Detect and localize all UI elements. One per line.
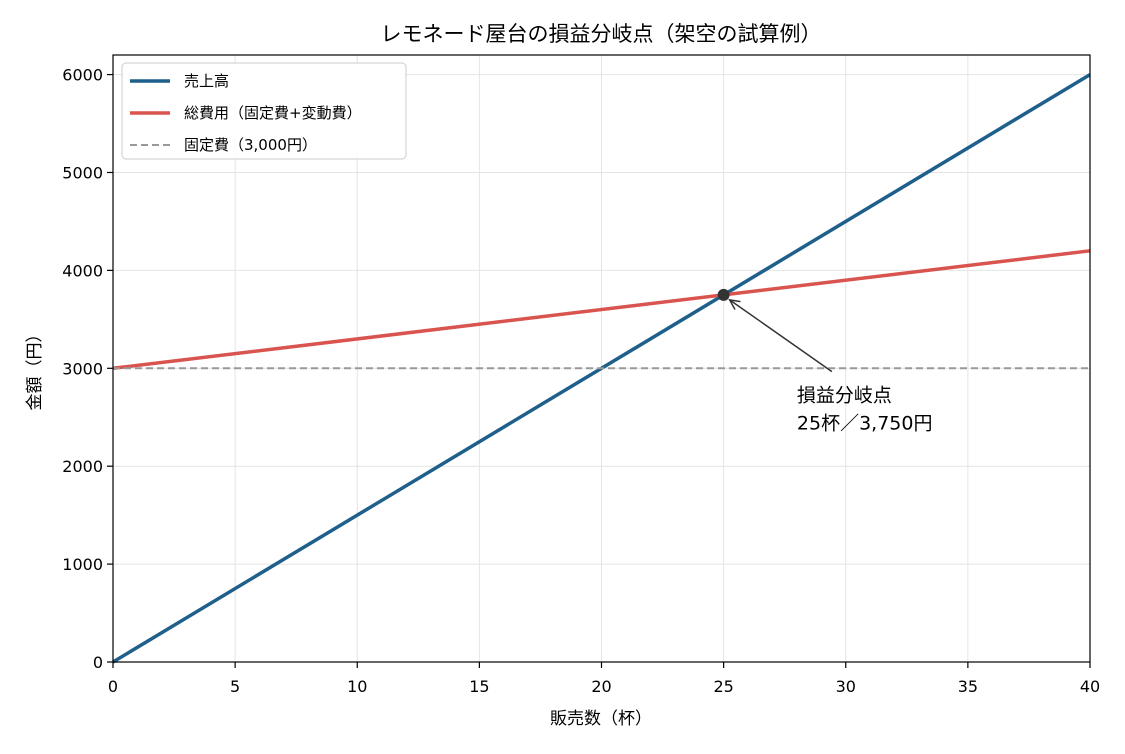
x-tick-label: 20 [591,677,611,696]
legend-label-1: 総費用（固定費+変動費） [184,104,362,122]
y-tick-label: 1000 [62,555,103,574]
series-lines [112,73,1091,664]
x-tick-label: 0 [108,677,118,696]
axis-ticks: 0 5 10 15 20 25 30 35 40 0 1000 2000 3000 4000 5000 600… [62,66,1100,696]
legend-box [121,62,407,160]
chart-title: レモネード屋台の損益分岐点（架空の試算例） [381,22,822,46]
y-tick-label: 3000 [62,359,103,378]
annotation-text-line-0: 損益分岐点 [797,385,892,407]
series-line-1 [112,249,1091,371]
y-tick-label: 5000 [62,163,103,182]
x-tick-label: 10 [347,677,367,696]
x-tick-label: 15 [469,677,489,696]
y-tick-label: 0 [93,653,103,672]
x-tick-label: 25 [713,677,733,696]
y-tick-label: 2000 [62,457,103,476]
legend-label-2: 固定費（3,000円） [184,136,317,154]
annotation-arrow-line [729,299,833,373]
y-tick-label: 6000 [62,66,103,85]
annotation-text-line-1: 25杯／3,750円 [797,413,933,435]
annotation-arrow-head [728,298,741,310]
y-tick-label: 4000 [62,261,103,280]
x-tick-label: 5 [230,677,240,696]
x-tick-label: 35 [958,677,978,696]
x-tick-label: 30 [836,677,856,696]
break-even-annotation: 損益分岐点 25杯／3,750円 [717,288,933,435]
x-axis-label: 販売数（杯） [550,709,652,729]
legend-label-0: 売上高 [184,72,229,90]
y-axis-label: 金額（円） [25,326,45,411]
break-even-marker [717,288,730,301]
x-tick-label: 40 [1080,677,1100,696]
